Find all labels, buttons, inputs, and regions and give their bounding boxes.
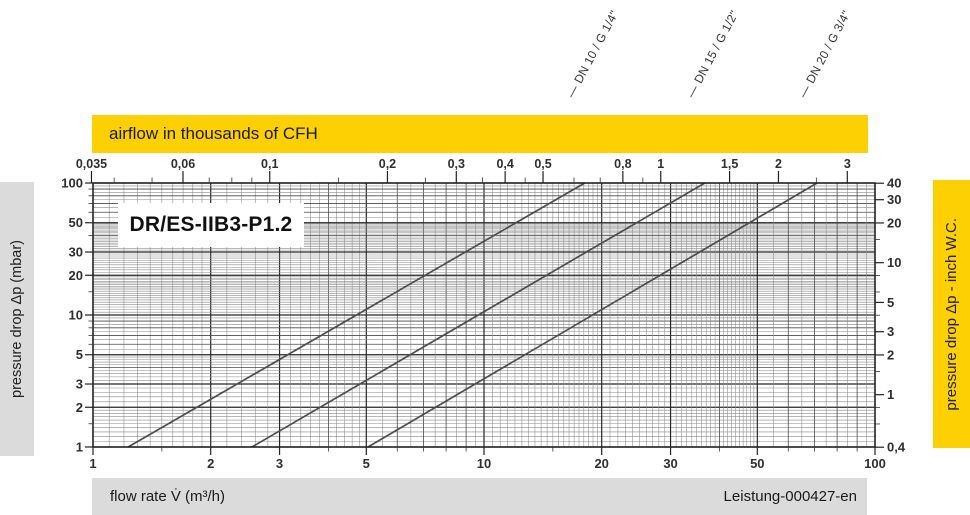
x-axis-top-tick-label: 0,8 [614,157,631,171]
x-axis-tick-label: 10 [477,456,491,471]
x-axis-tick-label: 50 [750,456,764,471]
y-axis-left-tick-label: 5 [76,347,83,362]
chart-title: DR/ES-IIB3-P1.2 [118,203,304,247]
x-axis-top-tick-label: 3 [844,157,851,171]
y-axis-right-tick-label: 40 [887,176,901,191]
x-axis-top-tick-label: 0,2 [379,157,396,171]
x-axis-tick-label: 2 [207,456,214,471]
x-axis-tick-label: 100 [864,456,886,471]
x-axis-tick-label: 20 [594,456,608,471]
x-axis-top-tick-label: 0,3 [448,157,465,171]
y-axis-right-tick-label: 5 [887,295,894,310]
y-axis-right-tick-label: 1 [887,387,894,402]
y-axis-left-tick-label: 30 [69,245,83,260]
x-axis-label: flow rate V̇ (m³/h) [110,488,226,505]
x-axis-top-tick-label: 1,5 [721,157,738,171]
x-axis-tick-label: 3 [276,456,283,471]
x-axis-top-tick-label: 0,4 [496,157,513,171]
y-axis-right-tick-label: 10 [887,255,901,270]
y-axis-left-tick-label: 100 [61,176,83,191]
x-axis-top-tick-label: 0,06 [171,157,195,171]
y-axis-left-tick-label: 3 [76,377,83,392]
y-axis-left-tick-label: 50 [69,215,83,230]
x-axis-tick-label: 30 [663,456,677,471]
y-axis-right-tick-label: 0,4 [887,440,906,455]
y-axis-left-tick-label: 1 [76,440,83,455]
y-axis-right-tick-label: 30 [887,192,901,207]
series-line [367,182,818,448]
x-axis-top-tick-label: 0,1 [261,157,278,171]
x-axis-tick-label: 1 [89,456,96,471]
bottom-strip: flow rate V̇ (m³/h) Leistung-000427-en [92,478,867,515]
airflow-banner-label: airflow in thousands of CFH [109,124,318,143]
series-line [127,182,586,448]
x-axis-top-tick-label: 1 [657,157,664,171]
doc-reference: Leistung-000427-en [723,488,857,505]
y-axis-right-tick-label: 20 [887,215,901,230]
series-line [251,182,706,448]
y-axis-left-tick-label: 2 [76,400,83,415]
airflow-banner: airflow in thousands of CFH [92,115,868,153]
x-axis-tick-label: 5 [363,456,370,471]
y-axis-right-tick-label: 2 [887,347,894,362]
x-axis-top-tick-label: 0,5 [534,157,551,171]
x-axis-top-tick-label: 2 [775,157,782,171]
right-axis-strip: pressure drop Δp - inch W.C. [933,180,970,448]
y-axis-left-tick-label: 10 [69,308,83,323]
x-axis-top-tick-label: 0,035 [76,157,107,171]
left-axis-strip: pressure drop Δp (mbar) [0,182,34,456]
y-axis-right-tick-label: 3 [887,324,894,339]
y-axis-left-tick-label: 20 [69,268,83,283]
